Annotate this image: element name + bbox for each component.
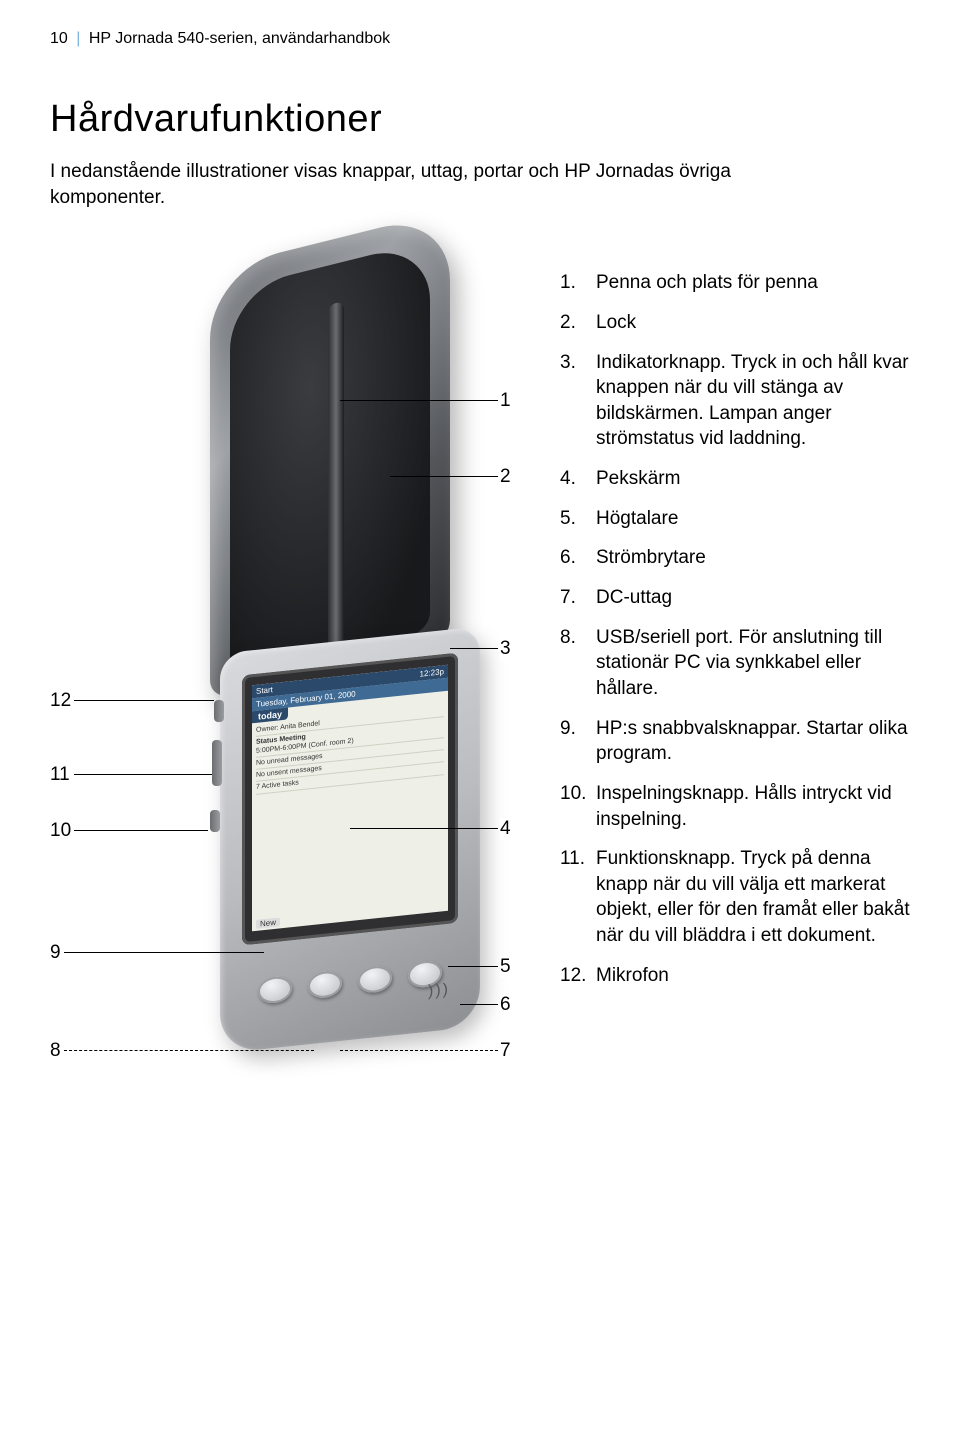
list-item: 2.Lock bbox=[560, 310, 910, 336]
device-screen: Start 12:23p Tuesday, February 01, 2000 … bbox=[252, 665, 448, 932]
page-header: 10 | HP Jornada 540-serien, användarhand… bbox=[50, 30, 910, 48]
feature-text: Mikrofon bbox=[596, 963, 910, 989]
feature-list: 1.Penna och plats för penna 2.Lock 3.Ind… bbox=[560, 270, 910, 988]
leader-line bbox=[340, 400, 498, 401]
list-item: 8.USB/seriell port. För anslutning till … bbox=[560, 625, 910, 702]
feature-num: 6. bbox=[560, 545, 596, 571]
side-button bbox=[212, 740, 222, 786]
feature-text: DC-uttag bbox=[596, 585, 910, 611]
callout-6: 6 bbox=[500, 994, 511, 1016]
feature-text: Strömbrytare bbox=[596, 545, 910, 571]
feature-num: 7. bbox=[560, 585, 596, 611]
callout-4: 4 bbox=[500, 818, 511, 840]
side-button bbox=[214, 700, 224, 722]
feature-num: 8. bbox=[560, 625, 596, 702]
list-item: 4.Pekskärm bbox=[560, 466, 910, 492]
leader-line bbox=[340, 1050, 498, 1051]
leader-line bbox=[74, 774, 212, 775]
leader-line bbox=[390, 476, 498, 477]
callout-12: 12 bbox=[50, 690, 71, 712]
callout-3: 3 bbox=[500, 638, 511, 660]
feature-num: 9. bbox=[560, 716, 596, 767]
hw-button bbox=[308, 970, 342, 1000]
book-title: HP Jornada 540-serien, användarhandbok bbox=[89, 30, 390, 47]
list-item: 3.Indikatorknapp. Tryck in och håll kvar… bbox=[560, 350, 910, 453]
callout-2: 2 bbox=[500, 466, 511, 488]
list-item: 6.Strömbrytare bbox=[560, 545, 910, 571]
feature-text: Högtalare bbox=[596, 506, 910, 532]
section-title: Hårdvarufunktioner bbox=[50, 98, 910, 141]
leader-line bbox=[350, 828, 498, 829]
screen-new: New bbox=[256, 918, 280, 930]
screen-clock: 12:23p bbox=[420, 667, 444, 679]
hw-button bbox=[358, 965, 392, 995]
callout-11: 11 bbox=[50, 764, 70, 786]
device-illustration: Start 12:23p Tuesday, February 01, 2000 … bbox=[150, 270, 470, 1090]
header-separator: | bbox=[72, 30, 84, 47]
callout-9: 9 bbox=[50, 942, 61, 964]
hw-button bbox=[258, 975, 292, 1005]
callout-10: 10 bbox=[50, 820, 71, 842]
list-item: 1.Penna och plats för penna bbox=[560, 270, 910, 296]
feature-num: 2. bbox=[560, 310, 596, 336]
callout-5: 5 bbox=[500, 956, 511, 978]
page-number: 10 bbox=[50, 30, 68, 47]
leader-line bbox=[450, 648, 498, 649]
feature-num: 5. bbox=[560, 506, 596, 532]
feature-num: 12. bbox=[560, 963, 596, 989]
screen-start: Start bbox=[256, 685, 273, 696]
feature-text: Funktionsknapp. Tryck på denna knapp när… bbox=[596, 846, 910, 949]
speaker-icon: ))) bbox=[428, 981, 450, 1001]
list-item: 5.Högtalare bbox=[560, 506, 910, 532]
leader-line bbox=[460, 1004, 498, 1005]
list-item: 12.Mikrofon bbox=[560, 963, 910, 989]
feature-list-column: 1.Penna och plats för penna 2.Lock 3.Ind… bbox=[560, 270, 910, 1130]
feature-num: 3. bbox=[560, 350, 596, 453]
leader-line bbox=[74, 700, 214, 701]
device-stylus bbox=[328, 301, 344, 645]
leader-line bbox=[64, 952, 264, 953]
list-item: 7.DC-uttag bbox=[560, 585, 910, 611]
list-item: 9.HP:s snabbvalsknappar. Startar olika p… bbox=[560, 716, 910, 767]
feature-num: 1. bbox=[560, 270, 596, 296]
list-item: 10.Inspelningsknapp. Hålls intryckt vid … bbox=[560, 781, 910, 832]
list-item: 11.Funktionsknapp. Tryck på denna knapp … bbox=[560, 846, 910, 949]
feature-text: Lock bbox=[596, 310, 910, 336]
feature-text: USB/seriell port. För anslutning till st… bbox=[596, 625, 910, 702]
feature-num: 10. bbox=[560, 781, 596, 832]
content-row: Start 12:23p Tuesday, February 01, 2000 … bbox=[50, 270, 910, 1130]
callout-7: 7 bbox=[500, 1040, 511, 1062]
callout-8: 8 bbox=[50, 1040, 61, 1062]
side-button bbox=[210, 810, 220, 832]
feature-text: Penna och plats för penna bbox=[596, 270, 910, 296]
feature-text: Pekskärm bbox=[596, 466, 910, 492]
intro-text: I nedanstående illustrationer visas knap… bbox=[50, 159, 830, 210]
leader-line bbox=[448, 966, 498, 967]
diagram-column: Start 12:23p Tuesday, February 01, 2000 … bbox=[50, 270, 530, 1130]
callout-1: 1 bbox=[500, 390, 511, 412]
feature-num: 11. bbox=[560, 846, 596, 949]
feature-num: 4. bbox=[560, 466, 596, 492]
leader-line bbox=[74, 830, 208, 831]
feature-text: Inspelningsknapp. Hålls intryckt vid ins… bbox=[596, 781, 910, 832]
feature-text: HP:s snabbvalsknappar. Startar olika pro… bbox=[596, 716, 910, 767]
leader-line bbox=[64, 1050, 314, 1051]
feature-text: Indikatorknapp. Tryck in och håll kvar k… bbox=[596, 350, 910, 453]
